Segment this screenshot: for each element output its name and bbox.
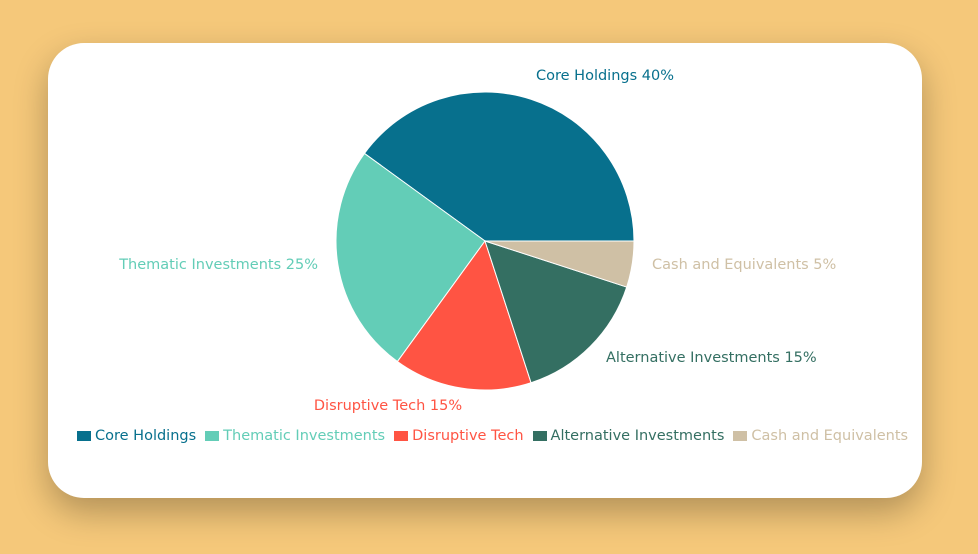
pie-slice-alternative-investments[interactable] (484, 240, 628, 384)
slice-label: Thematic Investments 25% (118, 257, 318, 273)
pie-slices (335, 91, 635, 391)
slice-labels: Core Holdings 40% Thematic Investments 25… (118, 68, 836, 414)
pie-slice-thematic-investments[interactable] (335, 152, 486, 363)
legend-label: Thematic Investments (223, 428, 386, 444)
legend-label: Alternative Investments (550, 428, 725, 444)
legend-swatch (205, 431, 220, 441)
pie-slice-disruptive-tech[interactable] (396, 239, 532, 391)
legend-item-alternative-investments[interactable]: Alternative Investments (532, 428, 725, 444)
slice-label: Disruptive Tech 15% (314, 398, 462, 414)
slice-label: Cash and Equivalents 5% (652, 257, 836, 273)
legend-swatch (77, 431, 91, 441)
legend-item-cash-and-equivalents[interactable]: Cash and Equivalents (733, 428, 908, 444)
legend-swatch (532, 431, 547, 441)
legend-label: Core Holdings (95, 428, 197, 444)
legend-swatch (733, 431, 748, 441)
pie-slice-cash-and-equivalents[interactable] (484, 240, 635, 288)
slice-label: Alternative Investments 15% (606, 350, 817, 366)
legend-swatch (394, 431, 409, 441)
legend-item-disruptive-tech[interactable]: Disruptive Tech (394, 428, 524, 444)
legend-label: Disruptive Tech (412, 428, 524, 444)
legend-label: Cash and Equivalents (751, 428, 909, 444)
chart-legend: Core Holdings Thematic Investments Disru… (77, 428, 917, 444)
legend-item-core-holdings[interactable]: Core Holdings (77, 428, 196, 444)
legend-item-thematic-investments[interactable]: Thematic Investments (205, 428, 385, 444)
pie-slice-core-holdings[interactable] (363, 91, 635, 242)
slice-label: Core Holdings 40% (536, 68, 674, 84)
